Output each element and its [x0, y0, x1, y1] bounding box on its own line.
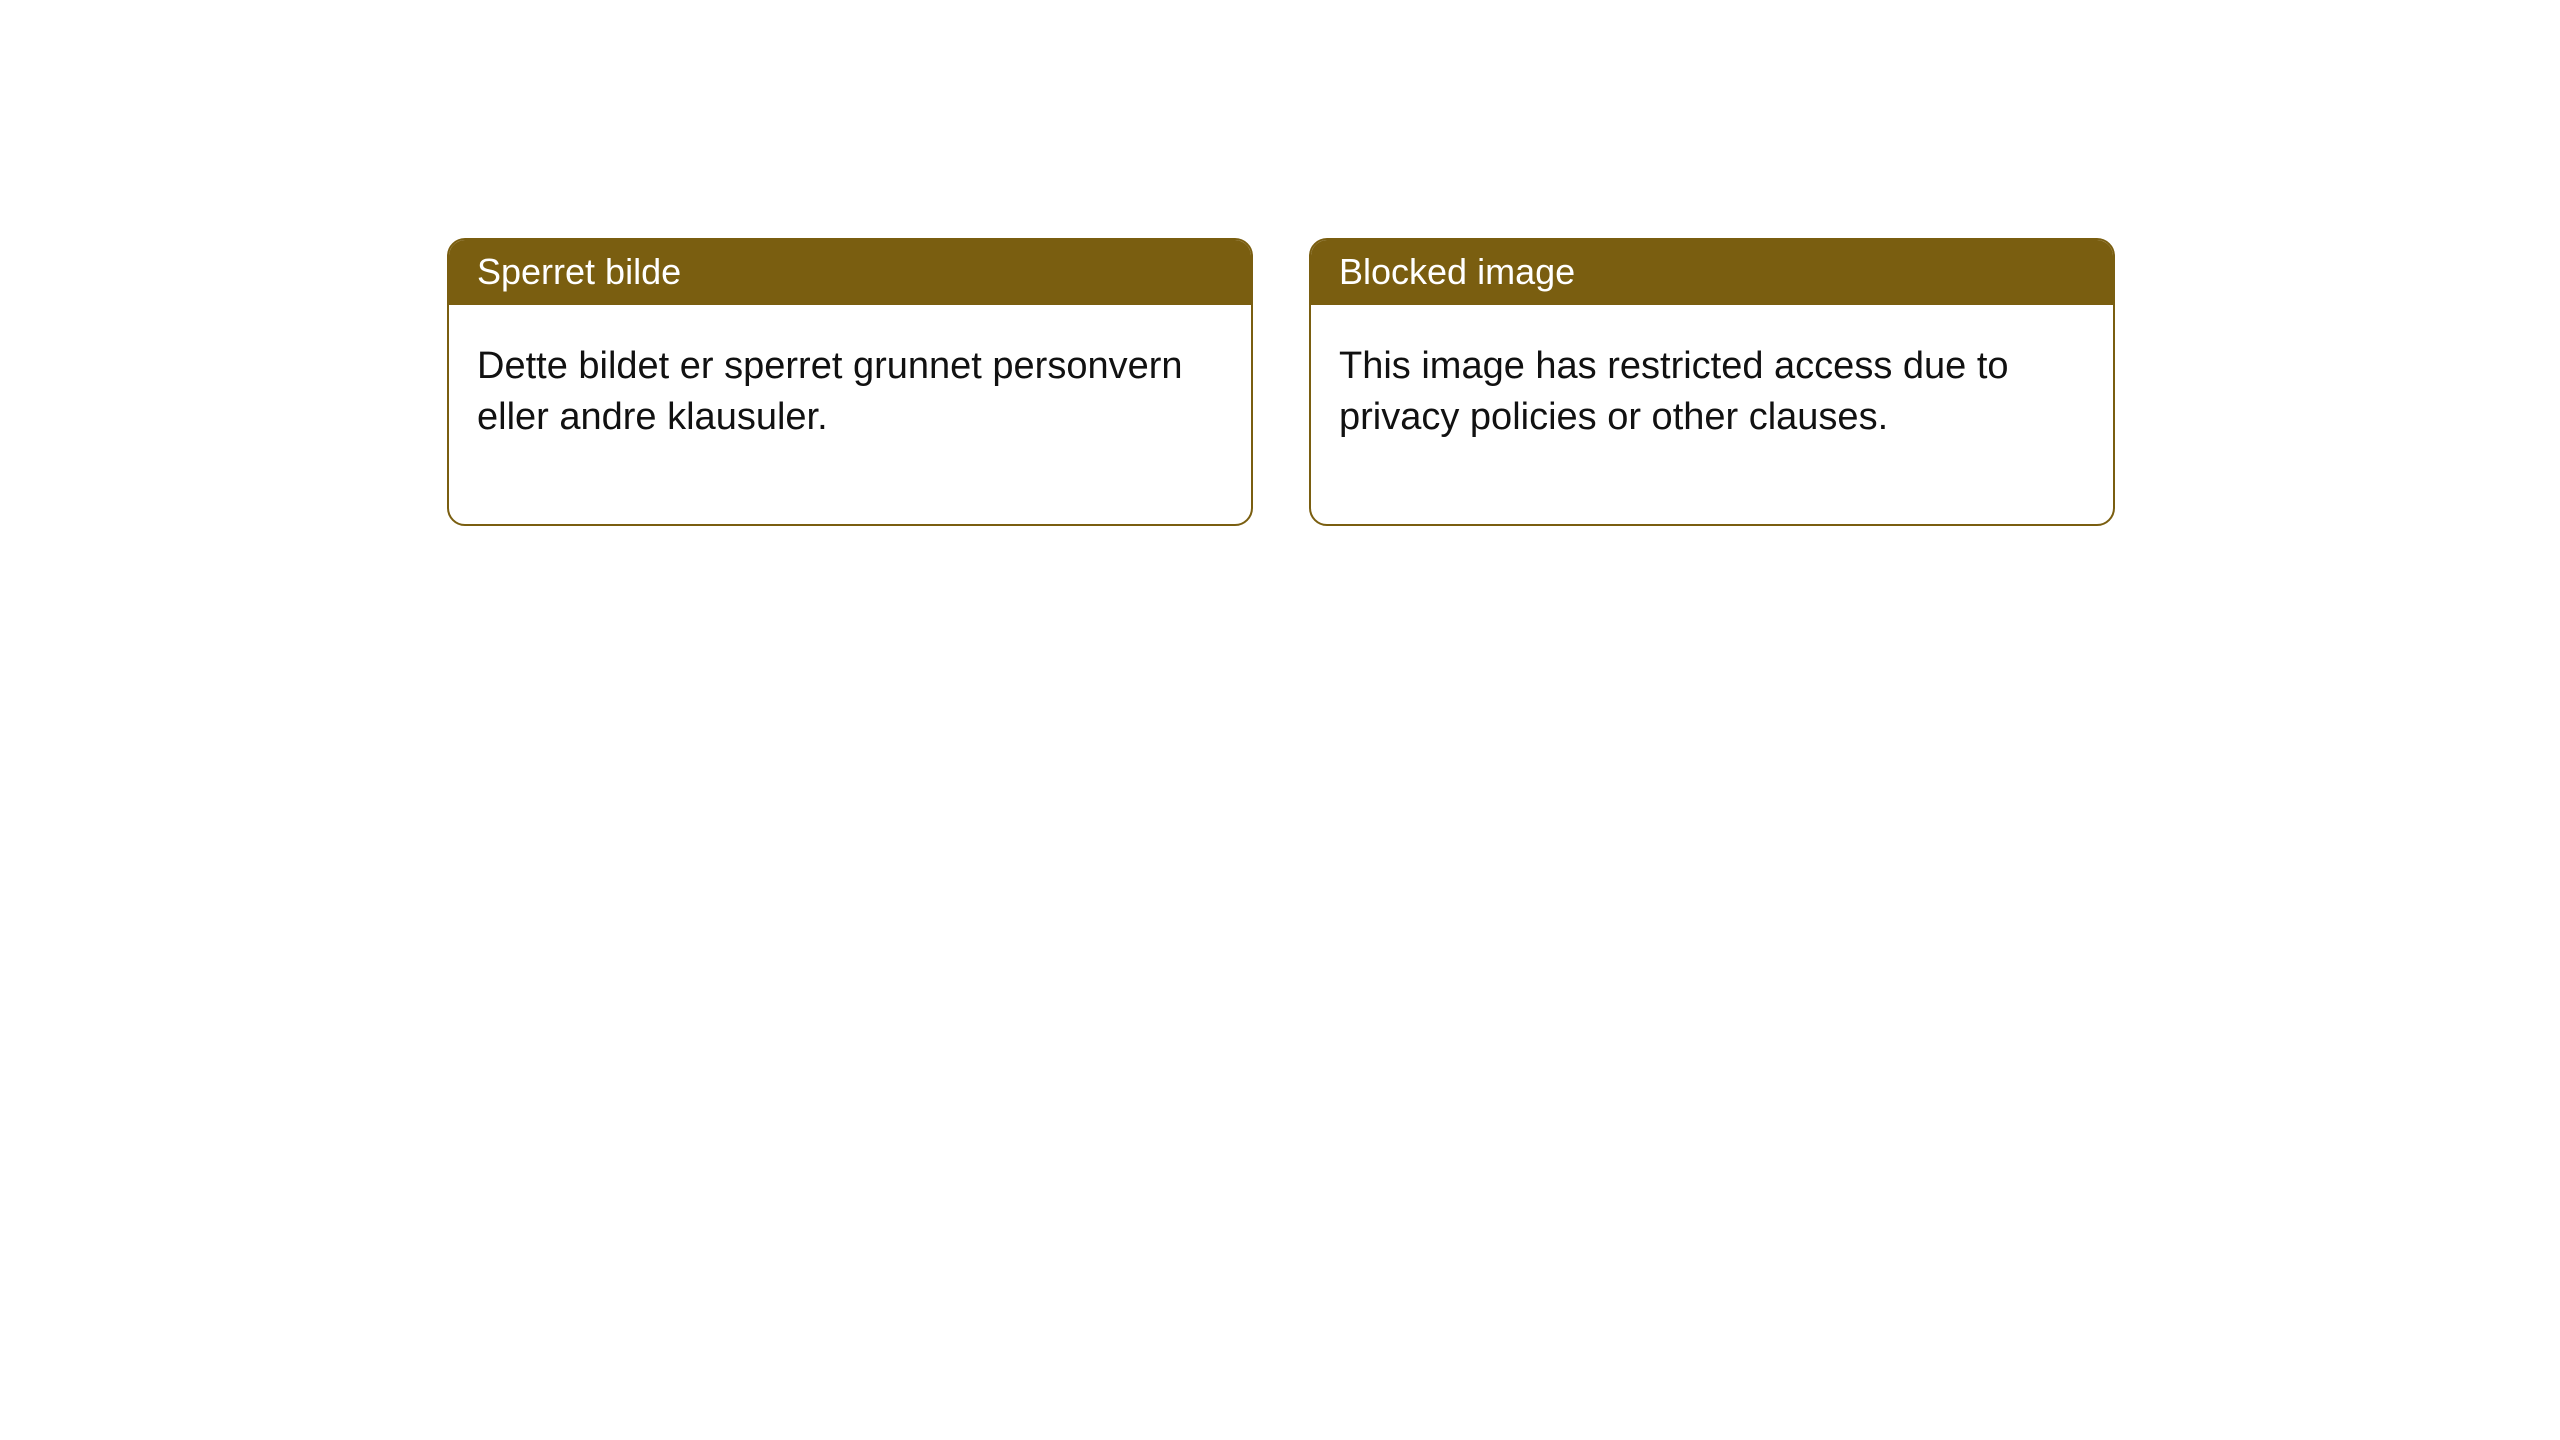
notice-header: Blocked image [1311, 240, 2113, 305]
notice-body: Dette bildet er sperret grunnet personve… [449, 305, 1251, 524]
notice-card-english: Blocked image This image has restricted … [1309, 238, 2115, 526]
notice-container: Sperret bilde Dette bildet er sperret gr… [0, 0, 2560, 526]
notice-body: This image has restricted access due to … [1311, 305, 2113, 524]
notice-header: Sperret bilde [449, 240, 1251, 305]
notice-card-norwegian: Sperret bilde Dette bildet er sperret gr… [447, 238, 1253, 526]
